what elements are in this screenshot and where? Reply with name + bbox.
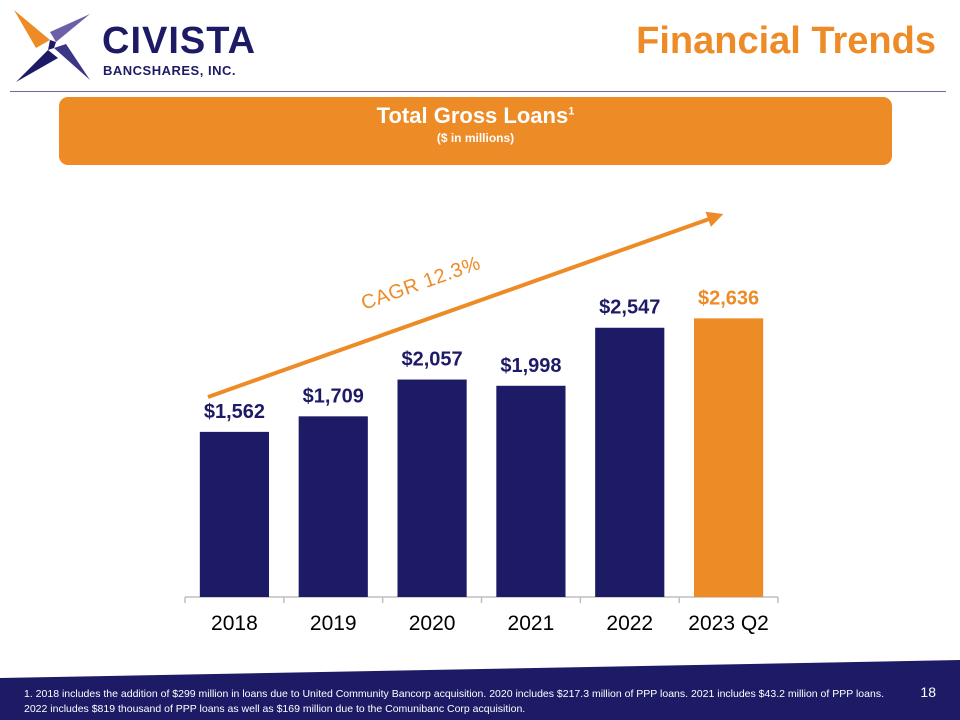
chart-banner: Total Gross Loans1 ($ in millions) xyxy=(59,97,892,165)
banner-subtitle: ($ in millions) xyxy=(436,131,515,146)
data-label: $2,057 xyxy=(401,349,462,371)
bar-2021 xyxy=(496,385,566,597)
bar-2022 xyxy=(595,327,665,597)
logo-name: CIVISTA xyxy=(102,20,257,62)
x-tick-label: 2022 xyxy=(606,612,653,635)
bar-2018 xyxy=(199,431,270,597)
x-tick-label: 2023 Q2 xyxy=(688,612,769,635)
data-label: $2,547 xyxy=(599,297,660,319)
data-label: $1,709 xyxy=(303,385,364,407)
header-divider xyxy=(10,91,946,92)
data-label: $2,636 xyxy=(698,287,759,309)
x-tick-label: 2019 xyxy=(310,612,357,635)
banner-title: Total Gross Loans1 xyxy=(59,103,892,129)
x-tick-label: 2018 xyxy=(211,612,258,635)
footnote: 1. 2018 includes the addition of $299 mi… xyxy=(24,688,884,715)
page-title: Financial Trends xyxy=(636,20,936,62)
footnote-marker: 1 xyxy=(568,105,575,118)
logo-star-icon xyxy=(14,10,90,82)
logo-subtitle: BANCSHARES, INC. xyxy=(103,63,236,78)
cagr-arrow-line xyxy=(207,216,713,399)
page-number: 18 xyxy=(920,684,936,700)
bar-2020 xyxy=(397,379,467,597)
x-tick-label: 2020 xyxy=(409,612,456,635)
loans-bar-chart: $1,562 2018 $1,709 2019 $2,057 2020 $1,998 2021… xyxy=(184,211,779,635)
x-tick-label: 2021 xyxy=(508,612,555,635)
banner-title-text: Total Gross Loans xyxy=(376,103,569,128)
cagr-arrow-head xyxy=(705,211,724,227)
data-label: $1,562 xyxy=(204,401,265,423)
bar-2023-q2 xyxy=(693,318,764,597)
civista-logo: CIVISTA BANCSHARES, INC. xyxy=(10,8,255,84)
data-label: $1,998 xyxy=(500,355,561,377)
footer-band xyxy=(0,660,960,720)
bar-2019 xyxy=(298,416,368,597)
